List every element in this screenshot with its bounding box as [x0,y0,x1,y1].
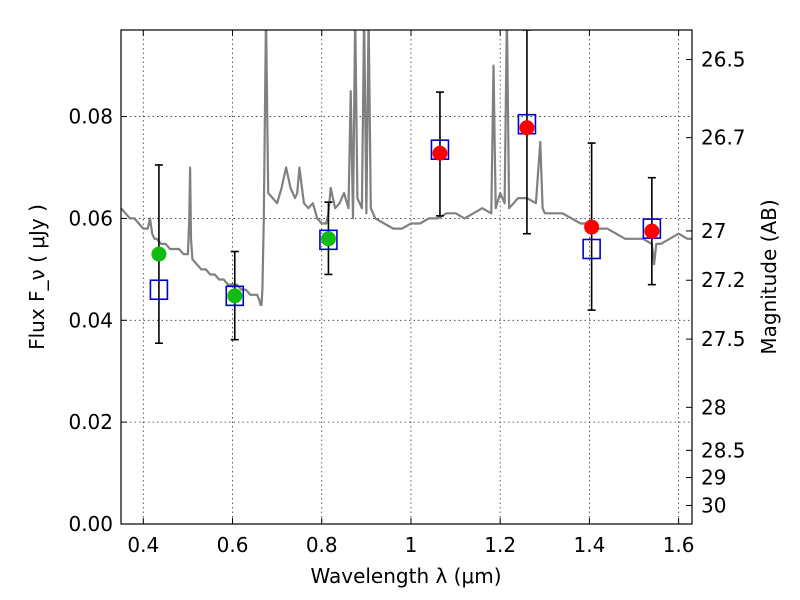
y-tick-label: 0.06 [68,206,113,230]
x-tick-label: 1.4 [573,533,605,557]
observed-point [432,145,448,161]
y-tick-label: 0.02 [68,410,113,434]
y-tick-label: 0.04 [68,308,113,332]
model-point-square [582,238,601,260]
observed-point [584,219,600,235]
x-tick-label: 1.2 [484,533,516,557]
spectrum-layer [121,30,692,307]
right-tick-label: 27.2 [701,268,746,292]
x-tick-label: 1.6 [663,533,695,557]
x-axis-label: Wavelength λ (μm) [310,564,501,588]
right-tick-label: 30 [701,494,726,518]
spectrum-line [121,30,692,307]
right-tick-label: 28.5 [701,438,746,462]
model-point-square [149,279,169,301]
observed-point [151,246,167,262]
observed-point [227,288,243,304]
model-point-square [225,285,245,307]
right-tick-label: 28 [701,395,726,419]
y-axis-label: Flux F_ν ( μJy ) [25,204,49,350]
observed-point [320,231,336,247]
observed-points-layer [151,120,660,304]
right-tick-label: 27.5 [701,327,746,351]
plot-frame [120,29,693,525]
right-tick-label: 26.5 [701,48,746,72]
right-tick-label: 26.7 [701,126,746,150]
tick-layer: 0.4 0.6 0.8 1 1.2 1.4 1.6 0.00 0.02 0.04 0.06 0.08 2… [68,30,746,557]
model-points-layer [149,113,662,307]
y-tick-label: 0.00 [68,512,113,536]
right-tick-label: 27 [701,219,726,243]
right-tick-label: 29 [701,466,726,490]
right-axis-label: Magnitude (AB) [757,199,781,354]
x-tick-label: 0.8 [306,533,338,557]
grid [121,30,692,525]
x-tick-label: 1 [405,533,418,557]
y-tick-label: 0.08 [68,105,113,129]
observed-point [644,223,660,239]
observed-point [519,120,535,136]
model-point-square [319,229,338,251]
x-tick-label: 0.6 [217,533,249,557]
x-tick-label: 0.4 [127,533,159,557]
